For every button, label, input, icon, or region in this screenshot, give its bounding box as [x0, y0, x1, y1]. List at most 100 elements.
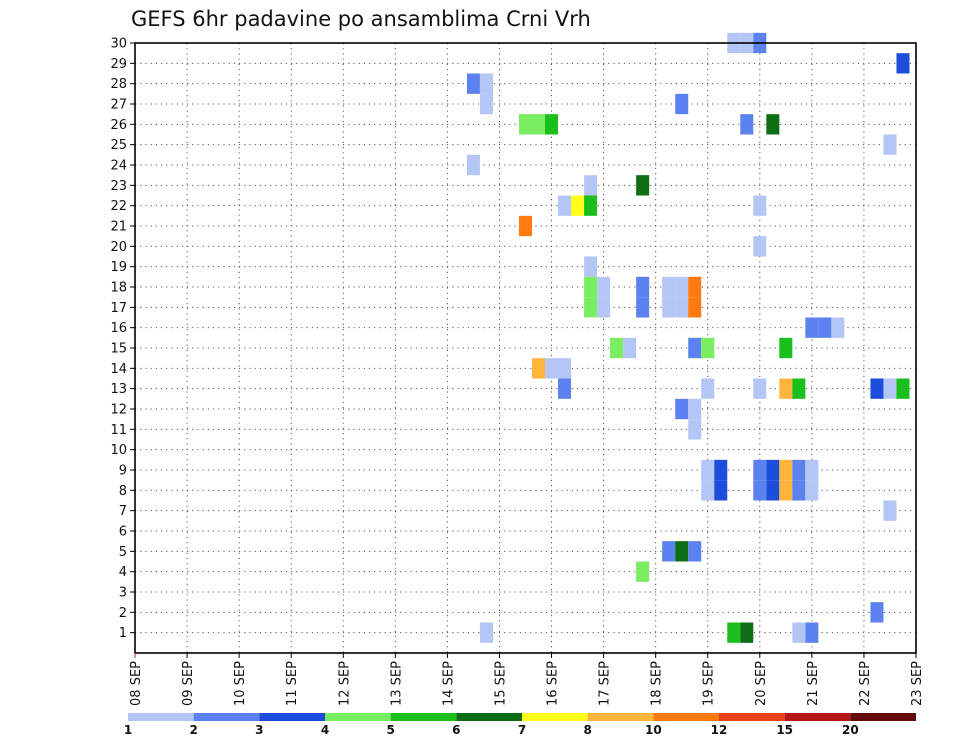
y-tick-label: 29: [110, 57, 127, 72]
y-tick-label: 11: [110, 423, 127, 438]
data-cell: [766, 459, 780, 481]
data-cell: [779, 480, 793, 501]
x-tick-label: 10 SEP: [233, 661, 248, 706]
data-cell: [636, 297, 650, 318]
colorbar-segment: [259, 713, 325, 721]
data-cell: [688, 337, 702, 359]
data-cell: [597, 276, 611, 298]
data-cell: [740, 622, 754, 643]
colorbar-segment: [587, 713, 654, 721]
x-tick-label: 23 SEP: [910, 661, 925, 706]
data-cell: [675, 93, 689, 115]
data-cell: [896, 378, 910, 399]
data-cell: [792, 459, 806, 481]
data-cell: [558, 195, 572, 216]
x-tick-label: 11 SEP: [285, 661, 300, 706]
data-cell: [714, 459, 728, 481]
data-cell: [883, 500, 897, 521]
y-tick-label: 2: [119, 606, 127, 621]
data-cell: [584, 297, 598, 318]
x-tick-label: 21 SEP: [806, 661, 821, 706]
data-cell: [597, 297, 611, 318]
y-tick-label: 19: [110, 260, 127, 275]
x-tick-label: 14 SEP: [441, 661, 456, 706]
y-tick-label: 8: [119, 484, 127, 499]
colorbar-segment: [128, 713, 194, 721]
y-tick-label: 10: [110, 443, 127, 458]
data-cell: [545, 114, 559, 135]
x-tick-label: 08 SEP: [129, 661, 144, 706]
data-cell: [584, 195, 598, 216]
data-cell: [558, 358, 572, 379]
x-tick-label: 17 SEP: [598, 661, 613, 706]
y-tick-label: 4: [119, 565, 127, 580]
colorbar-segment: [193, 713, 260, 721]
data-cell: [584, 276, 598, 298]
y-tick-label: 9: [119, 464, 127, 479]
colorbar-label: 12: [711, 723, 728, 737]
y-tick-label: 28: [110, 77, 127, 92]
data-cell: [896, 53, 910, 74]
data-cell: [532, 358, 546, 379]
data-cell: [805, 459, 819, 481]
x-tick-label: 09 SEP: [181, 661, 196, 706]
data-cell: [792, 378, 806, 399]
colorbar-segment: [719, 713, 785, 721]
colorbar-segment: [522, 713, 588, 721]
grid-lines: [135, 43, 916, 653]
data-cell: [792, 480, 806, 501]
data-cell: [662, 276, 676, 298]
data-cell: [870, 378, 884, 399]
data-cell: [584, 175, 598, 196]
data-cell: [675, 541, 689, 562]
y-tick-label: 21: [110, 220, 127, 235]
y-tick-label: 26: [110, 118, 127, 133]
data-cell: [701, 480, 715, 501]
data-cell: [610, 337, 624, 359]
data-cell: [688, 398, 702, 420]
data-cell: [532, 114, 546, 135]
data-cell: [466, 73, 480, 94]
data-cell: [636, 561, 650, 582]
colorbar-label: 1: [124, 723, 132, 737]
y-tick-label: 16: [110, 321, 127, 336]
y-tick-label: 23: [110, 179, 127, 194]
colorbar-label: 5: [386, 723, 394, 737]
data-cell: [779, 378, 793, 399]
data-cell: [701, 378, 715, 399]
colorbar-label: 6: [452, 723, 460, 737]
x-tick-label: 22 SEP: [858, 661, 873, 706]
y-tick-label: 3: [119, 586, 127, 601]
y-tick-label: 5: [119, 545, 127, 560]
data-cell: [701, 459, 715, 481]
data-cell: [766, 114, 780, 135]
data-cell: [571, 195, 585, 216]
data-cell: [753, 459, 767, 481]
x-tick-label: 16 SEP: [546, 661, 561, 706]
data-cell: [662, 297, 676, 318]
data-cell: [753, 480, 767, 501]
y-tick-label: 6: [119, 525, 127, 540]
y-tick-label: 14: [110, 362, 127, 377]
colorbar-label: 8: [583, 723, 591, 737]
data-cell: [558, 378, 572, 399]
data-cell: [675, 297, 689, 318]
colorbar-label: 4: [321, 723, 329, 737]
y-tick-label: 15: [110, 342, 127, 357]
x-tick-label: 12 SEP: [337, 661, 352, 706]
data-cell: [662, 541, 676, 562]
colorbar-segment: [325, 713, 391, 721]
data-cell: [688, 541, 702, 562]
data-cell: [753, 378, 767, 399]
data-cell: [675, 398, 689, 420]
data-cell: [805, 317, 819, 338]
x-tick-label: 18 SEP: [650, 661, 665, 706]
y-tick-label: 22: [110, 199, 127, 214]
x-tick-label: 13 SEP: [389, 661, 404, 706]
data-cell: [805, 480, 819, 501]
colorbar-segment: [850, 713, 916, 721]
data-cell: [688, 297, 702, 318]
data-cell: [779, 337, 793, 359]
data-cell: [479, 73, 493, 94]
